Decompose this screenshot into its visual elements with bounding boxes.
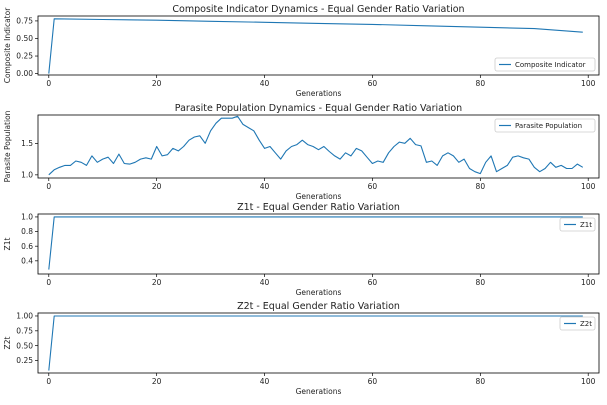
legend-label: Composite Indicator [515,61,586,69]
y-tick-label: 1.5 [21,139,33,148]
y-tick-label: 0.8 [21,227,33,236]
legend-label: Parasite Population [515,122,582,130]
x-tick-label: 100 [581,79,596,88]
legend-box [559,316,596,331]
chart-title: Parasite Population Dynamics - Equal Gen… [175,103,462,114]
x-axis-label: Generations [296,387,342,396]
x-tick-label: 20 [152,182,162,191]
series-line [48,115,584,176]
legend-label: Z2t [580,320,592,328]
x-tick-label: 60 [368,182,378,191]
x-tick-label: 40 [260,182,270,191]
x-tick-label: 100 [581,278,596,287]
legend-label: Z1t [580,221,592,229]
x-tick-label: 0 [46,182,51,191]
y-tick-label: 1.00 [16,312,33,321]
y-tick-label: 0.50 [16,341,33,350]
x-tick-label: 40 [260,377,270,386]
y-tick-label: 0.75 [16,326,33,335]
x-tick-label: 80 [476,278,486,287]
y-tick-label: 0.50 [16,34,33,43]
y-tick-label: 0.00 [16,69,33,78]
chart-title: Z1t - Equal Gender Ratio Variation [237,202,400,213]
y-tick-label: 0.6 [21,242,33,251]
x-tick-label: 100 [581,377,596,386]
y-tick-label: 1.0 [21,213,33,222]
axes-frame [37,213,600,275]
y-axis-label: Parasite Population [3,110,12,182]
x-tick-label: 20 [152,79,162,88]
x-axis-label: Generations [296,89,342,98]
x-tick-label: 0 [46,79,51,88]
series-line [48,216,583,270]
x-tick-label: 0 [46,377,51,386]
axes-frame [37,114,600,179]
subplot-2: Parasite Population Dynamics - Equal Gen… [3,103,600,201]
legend-box [494,118,596,133]
x-tick-label: 80 [476,79,486,88]
x-axis-label: Generations [296,192,342,201]
axes-frame [37,15,600,76]
legend-box [559,217,596,232]
x-tick-label: 80 [476,377,486,386]
y-axis-label: Z2t [3,337,12,350]
series-line [48,18,583,74]
subplot-3: Z1t - Equal Gender Ratio Variation 0 20 40 6… [3,202,600,297]
axes-frame [37,312,600,374]
x-axis-label: Generations [296,288,342,297]
x-tick-label: 0 [46,278,51,287]
y-tick-label: 0.25 [16,356,33,365]
x-tick-label: 60 [368,79,378,88]
x-tick-label: 60 [368,278,378,287]
x-tick-label: 80 [476,182,486,191]
x-tick-label: 20 [152,278,162,287]
y-tick-label: 0.4 [21,256,33,265]
chart-title: Composite Indicator Dynamics - Equal Gen… [172,4,464,15]
y-tick-label: 0.25 [16,52,33,61]
y-axis-label: Z1t [3,238,12,251]
chart-title: Z2t - Equal Gender Ratio Variation [237,301,400,312]
subplot-4: Z2t - Equal Gender Ratio Variation 0 20 40 6… [3,301,600,396]
y-tick-label: 0.75 [16,17,33,26]
subplot-1: Composite Indicator Dynamics - Equal Gen… [3,4,600,98]
legend-box [494,57,596,72]
series-line [48,315,583,371]
y-axis-label: Composite Indicator [3,7,12,83]
x-tick-label: 60 [368,377,378,386]
x-tick-label: 40 [260,79,270,88]
x-tick-label: 40 [260,278,270,287]
y-tick-label: 1.0 [21,170,33,179]
x-tick-label: 100 [581,182,596,191]
x-tick-label: 20 [152,377,162,386]
